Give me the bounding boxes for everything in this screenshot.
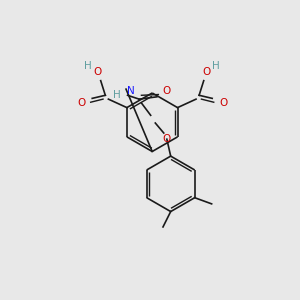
Text: O: O	[77, 98, 85, 108]
Text: H: H	[113, 89, 121, 100]
Text: O: O	[203, 67, 211, 77]
Text: O: O	[162, 86, 170, 96]
Text: O: O	[163, 134, 171, 144]
Text: O: O	[219, 98, 227, 108]
Text: H: H	[85, 61, 92, 71]
Text: H: H	[212, 61, 220, 71]
Text: N: N	[127, 86, 135, 96]
Text: O: O	[94, 67, 102, 77]
